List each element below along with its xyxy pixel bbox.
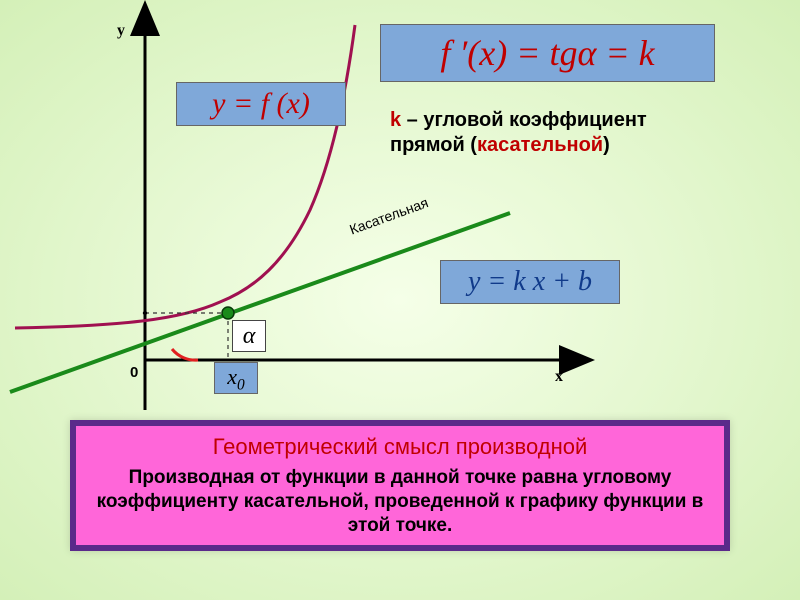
diagram-stage: у х 0 у = f (x) f ′(x) = tgα = k k – угл…: [0, 0, 800, 600]
angle-arc: [172, 349, 198, 360]
x0-sub: 0: [237, 376, 245, 393]
tangent-point: [222, 307, 234, 319]
k-line1-rest: – угловой коэффициент: [401, 109, 647, 131]
alpha-symbol-box: α: [232, 320, 266, 352]
x0-main: х: [227, 364, 237, 389]
function-curve: [15, 25, 355, 328]
formula-ykxb-text: y = k x + b: [468, 266, 592, 298]
y-axis-label: у: [117, 22, 125, 40]
alpha-text: α: [243, 323, 256, 349]
theorem-body: Производная от функции в данной точке ра…: [90, 466, 710, 537]
k-line2-suffix: ): [603, 134, 610, 156]
x-axis-label: х: [555, 368, 563, 386]
k-letter: k: [390, 109, 401, 131]
x0-box: х0: [214, 362, 258, 394]
origin-label: 0: [130, 364, 138, 381]
y-axis-dot: [143, 311, 147, 315]
theorem-title: Геометрический смысл производной: [90, 434, 710, 460]
k-line2-red: касательной: [477, 134, 603, 156]
theorem-box: Геометрический смысл производной Произво…: [70, 420, 730, 551]
formula-y-equals-fx: у = f (x): [176, 82, 346, 126]
tangent-line: [10, 213, 510, 392]
formula-fprime-text: f ′(x) = tgα = k: [440, 32, 654, 74]
k-caption: k – угловой коэффициент прямой (касатель…: [390, 108, 770, 158]
formula-f-prime: f ′(x) = tgα = k: [380, 24, 715, 82]
formula-yfx-text: у = f (x): [212, 87, 310, 121]
formula-y-kx-b: y = k x + b: [440, 260, 620, 304]
k-line2-prefix: прямой (: [390, 134, 477, 156]
